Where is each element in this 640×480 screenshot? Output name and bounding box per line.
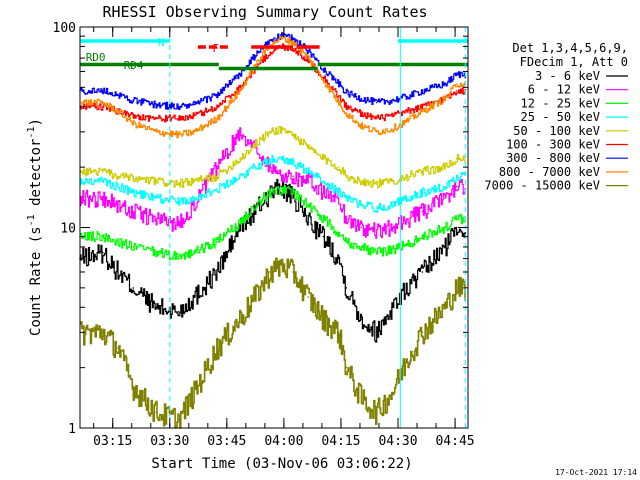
series-6: [79, 32, 467, 111]
series-2: [79, 185, 467, 261]
x-tick-label-5: 04:30: [378, 434, 417, 449]
y-tick-label-2: 100: [53, 21, 76, 36]
series-8-line: [80, 257, 467, 429]
legend-label-4: 50 - 100 keV: [513, 124, 600, 138]
series-1-point-22: [444, 197, 447, 199]
y-axis-label-sup2: -1: [26, 126, 37, 138]
annotation-rd4: RD4: [124, 59, 144, 72]
series-0-point-21: [421, 271, 424, 273]
x-axis-label: Start Time (03-Nov-06 03:06:22): [151, 456, 412, 472]
series-0-point-3: [132, 287, 135, 289]
series-8-point-13: [307, 296, 310, 298]
series-4-line: [80, 126, 467, 189]
series-1-point-17: [360, 226, 363, 229]
axes: 1 10 100 03:15 03:30 03:45 04:00 04:15 04:30 04:4…: [53, 21, 475, 449]
legend-header-line-1: Det 1,3,4,5,6,9,: [512, 41, 628, 55]
legend-label-6: 300 - 800 keV: [506, 151, 600, 165]
series-7-point-23: [455, 83, 458, 85]
series-6-point-17: [360, 97, 363, 100]
y-tick-label-1: 10: [60, 222, 76, 237]
legend-label-1: 6 - 12 keV: [528, 83, 600, 97]
series-4-point-15: [337, 166, 340, 168]
annotation-f: F: [212, 42, 219, 55]
series-7: [79, 35, 467, 139]
legend-header-line-2: FDecim 1, Att 0: [520, 55, 628, 69]
timestamp: 17-Oct-2021 17:14: [555, 468, 637, 477]
series-0-line: [80, 178, 467, 343]
x-tick-label-4: 04:15: [321, 434, 360, 449]
plot-marks: N F RD0 RD4: [79, 27, 468, 429]
series-4: [79, 126, 467, 189]
y-axis-label-sup1: -1: [26, 214, 37, 226]
legend-label-7: 800 - 7000 keV: [499, 165, 600, 179]
legend-label-8: 7000 - 15000 keV: [484, 179, 600, 193]
series-3: [79, 155, 467, 213]
annotation-n: N: [158, 36, 165, 49]
x-tick-label-3: 04:00: [264, 434, 303, 449]
series-5-point-23: [455, 90, 458, 92]
y-axis-label-group: Count Rate (s-1 detector-1): [26, 118, 44, 336]
series-1-point-12: [292, 175, 294, 178]
series-1-line: [80, 127, 467, 239]
series-7-point-10: [269, 43, 272, 46]
series-0-point-12: [292, 197, 294, 199]
chart-title: RHESSI Observing Summary Count Rates: [102, 3, 427, 21]
annotation-rd0: RD0: [86, 51, 106, 64]
series-6-line: [80, 32, 467, 111]
series-2-point-9: [254, 203, 256, 206]
y-axis-label: Count Rate (s-1 detector-1): [26, 118, 44, 336]
legend-label-2: 12 - 25 keV: [521, 96, 600, 110]
series-7-line: [80, 35, 467, 139]
series-8: [79, 257, 467, 429]
x-tick-label-0: 03:15: [93, 434, 132, 449]
x-tick-label-1: 03:30: [150, 434, 189, 449]
legend: Det 1,3,4,5,6,9, FDecim 1, Att 0 3 - 6 k…: [484, 41, 628, 193]
series-4-point-1: [102, 170, 104, 173]
y-axis-label-part2: detector: [28, 139, 44, 215]
series-3-line: [80, 155, 467, 213]
x-tick-label-6: 04:45: [435, 434, 474, 449]
y-tick-label-0: 1: [68, 422, 76, 437]
legend-label-0: 3 - 6 keV: [535, 69, 600, 83]
legend-label-5: 100 - 300 keV: [506, 138, 600, 152]
legend-label-3: 25 - 50 keV: [521, 110, 600, 124]
y-axis-label-part3: ): [28, 118, 44, 126]
series-2-line: [80, 185, 467, 261]
x-tick-label-2: 03:45: [207, 434, 246, 449]
y-axis-label-part1: Count Rate (s: [28, 226, 44, 336]
series-5-line: [80, 43, 467, 123]
